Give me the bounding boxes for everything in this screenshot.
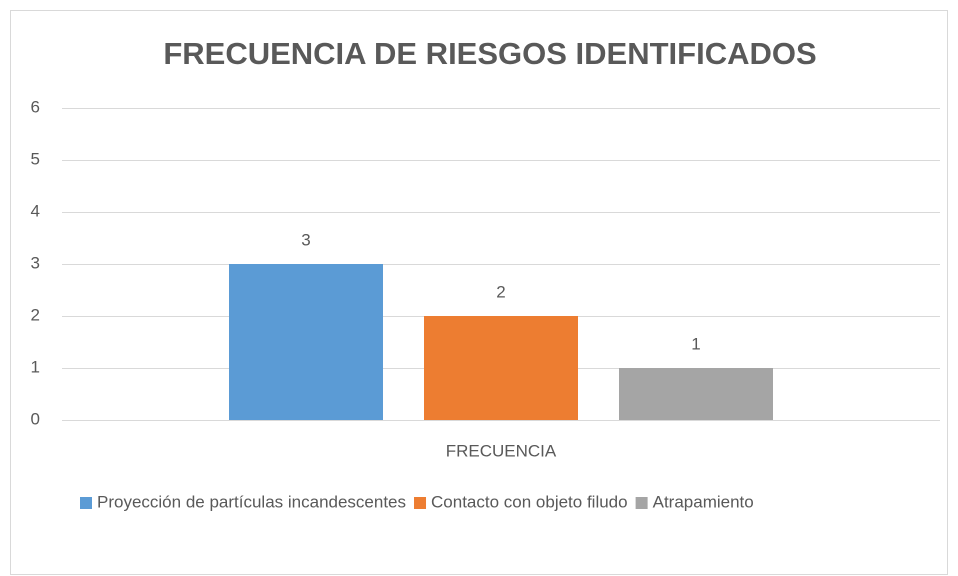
chart-title: FRECUENCIA DE RIESGOS IDENTIFICADOS [163, 36, 816, 71]
y-tick-label: 3 [31, 253, 40, 272]
y-tick-label: 1 [31, 357, 40, 376]
bar [229, 264, 383, 420]
legend-swatch [414, 497, 427, 509]
y-tick-label: 6 [31, 97, 40, 116]
legend-label: Proyección de partículas incandescentes [97, 492, 406, 511]
chart-border [10, 10, 948, 575]
bar [424, 316, 578, 420]
legend-swatch [635, 497, 648, 509]
legend-label: Atrapamiento [653, 492, 754, 511]
legend-swatch [80, 497, 92, 509]
data-label: 3 [301, 230, 310, 249]
y-tick-label: 5 [31, 149, 40, 168]
legend-label: Contacto con objeto filudo [431, 492, 628, 511]
data-label: 1 [691, 334, 700, 353]
y-tick-label: 2 [31, 305, 40, 324]
bar [619, 368, 773, 420]
data-label: 2 [496, 282, 505, 301]
x-tick-label: FRECUENCIA [446, 441, 557, 460]
y-tick-label: 4 [31, 201, 40, 220]
y-tick-label: 0 [31, 409, 40, 428]
